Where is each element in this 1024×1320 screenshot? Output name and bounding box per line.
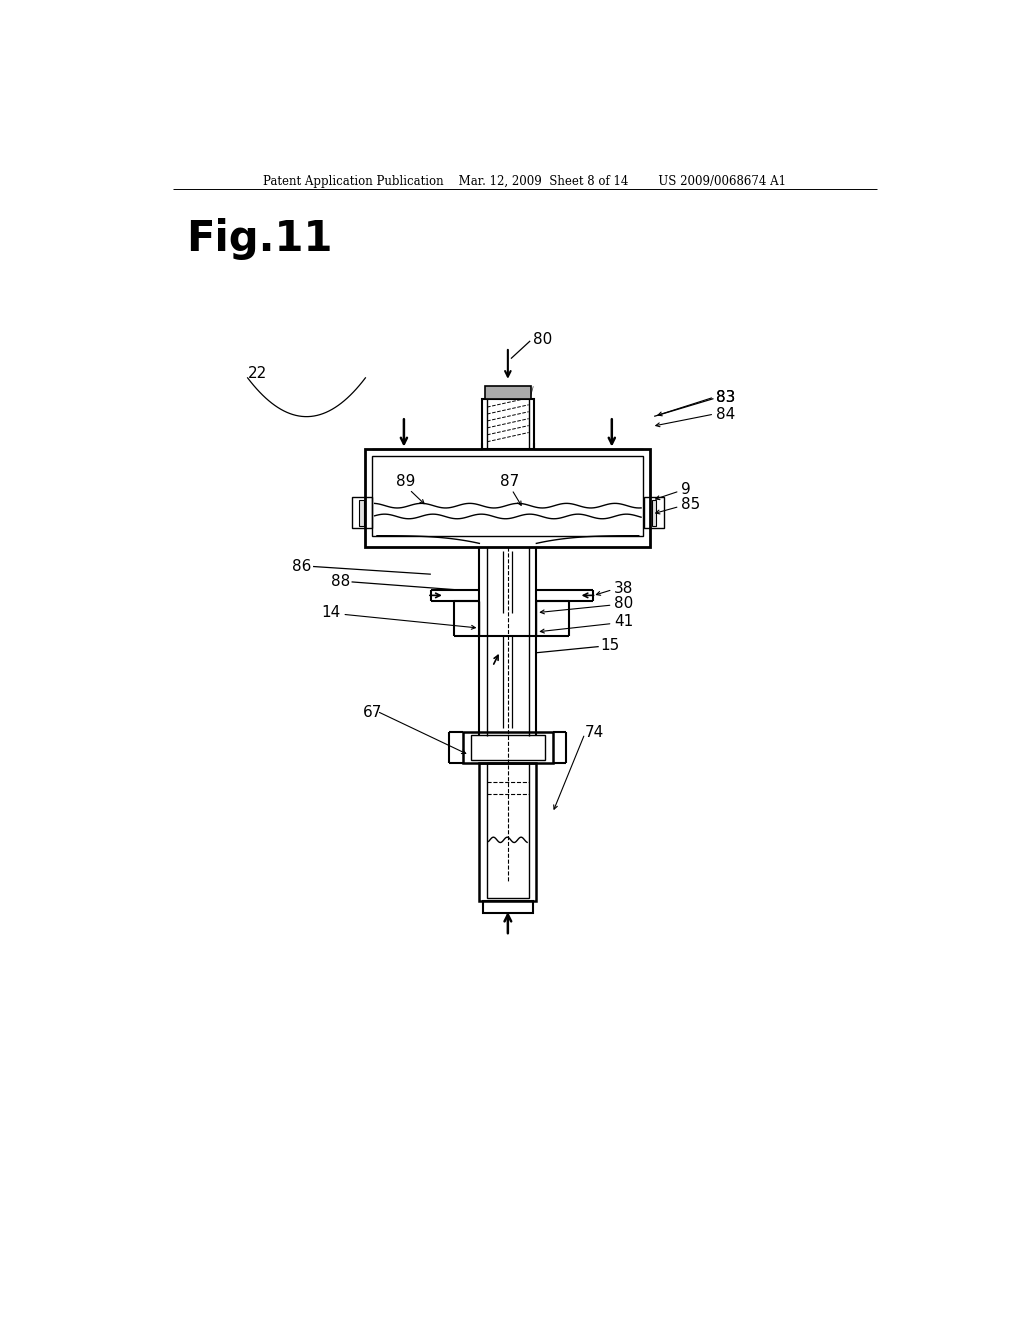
- Bar: [484, 385, 531, 399]
- Text: 83: 83: [716, 389, 735, 405]
- Text: 41: 41: [614, 614, 634, 630]
- Text: Patent Application Publication    Mar. 12, 2009  Sheet 8 of 14        US 2009/00: Patent Application Publication Mar. 12, …: [263, 176, 786, 189]
- Text: 67: 67: [364, 705, 383, 721]
- Text: 74: 74: [585, 725, 604, 739]
- Text: 83: 83: [716, 389, 735, 405]
- Bar: [652, 499, 656, 525]
- Text: 22: 22: [248, 367, 267, 381]
- Bar: [479, 763, 537, 902]
- Bar: [359, 499, 364, 525]
- Text: 14: 14: [322, 605, 341, 620]
- Bar: [366, 449, 650, 548]
- Text: 15: 15: [600, 638, 620, 652]
- Text: 87: 87: [500, 474, 519, 490]
- Bar: [483, 902, 532, 913]
- Text: 9: 9: [681, 482, 691, 498]
- Bar: [471, 735, 545, 760]
- Text: 89: 89: [396, 474, 416, 490]
- Bar: [463, 733, 553, 763]
- Text: 38: 38: [614, 581, 634, 595]
- Bar: [351, 498, 372, 528]
- Bar: [644, 498, 665, 528]
- Text: 88: 88: [331, 574, 350, 590]
- Text: 85: 85: [681, 498, 700, 512]
- Bar: [487, 763, 528, 898]
- Text: 80: 80: [532, 331, 552, 347]
- Text: 86: 86: [292, 558, 311, 574]
- Text: 80: 80: [614, 595, 634, 611]
- Bar: [373, 457, 643, 536]
- Text: 84: 84: [716, 407, 735, 421]
- Bar: [481, 399, 535, 449]
- Text: Fig.11: Fig.11: [186, 218, 333, 260]
